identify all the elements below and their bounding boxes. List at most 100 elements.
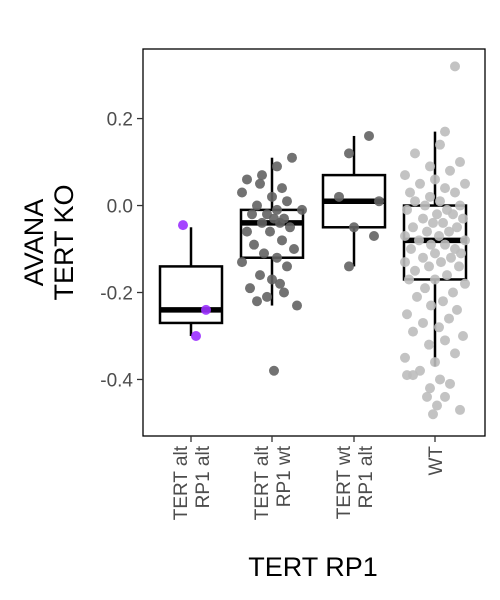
point-1-1: [178, 220, 188, 231]
point-4-17: [410, 196, 420, 207]
point-2-6: [277, 183, 287, 194]
point-4-25: [458, 213, 468, 224]
point-4-51: [404, 274, 414, 285]
point-2-22: [289, 244, 299, 255]
point-4-72: [408, 370, 418, 381]
x-tick-label-4-line-1: WT: [426, 446, 447, 476]
y-axis-title-line-2: TERT KO: [49, 184, 79, 300]
box-1: [158, 227, 224, 336]
point-2-10: [247, 209, 257, 220]
point-4-5: [455, 157, 465, 168]
point-4-33: [434, 230, 444, 241]
y-tick-label-1: 0.2: [107, 110, 133, 131]
y-tick-label-3: -0.2: [100, 284, 133, 305]
point-4-54: [448, 287, 458, 298]
point-4-3: [435, 139, 445, 150]
point-4-60: [444, 313, 454, 324]
point-4-74: [445, 378, 455, 389]
point-4-14: [450, 187, 460, 198]
point-4-58: [452, 304, 462, 315]
point-2-23: [259, 248, 269, 259]
x-tick-label-1-line-1: TERT alt: [171, 445, 192, 520]
point-4-39: [406, 244, 416, 255]
point-3-5: [349, 222, 359, 233]
point-4-9: [430, 174, 440, 185]
point-2-33: [252, 296, 262, 307]
point-3-1: [364, 130, 374, 141]
point-4-67: [450, 348, 460, 359]
box-1-iqr: [158, 265, 224, 325]
point-4-49: [442, 270, 452, 281]
point-4-73: [435, 374, 445, 385]
point-4-53: [420, 283, 430, 294]
point-2-34: [275, 278, 285, 289]
point-4-28: [408, 222, 418, 233]
point-4-64: [458, 330, 468, 341]
point-4-29: [452, 222, 462, 233]
point-4-15: [425, 191, 435, 202]
point-4-11: [415, 178, 425, 189]
point-4-37: [426, 239, 436, 250]
x-axis-title: TERT RP1: [248, 552, 378, 582]
y-tick-label-4: -0.4: [100, 370, 133, 391]
point-4-35: [414, 235, 424, 246]
plot-layer: [158, 61, 470, 420]
point-2-30: [279, 287, 289, 298]
y-axis-title: AVANA TERT KO: [19, 184, 79, 300]
point-3-2: [344, 148, 354, 159]
point-4-45: [436, 257, 446, 268]
point-4-42: [418, 252, 428, 263]
point-3-4: [374, 196, 384, 207]
point-1-3: [191, 330, 201, 341]
point-2-35: [297, 204, 307, 215]
x-tick-label-2-line-2: RP1 wt: [274, 445, 295, 507]
point-4-55: [412, 291, 422, 302]
point-4-57: [426, 300, 436, 311]
point-4-77: [440, 391, 450, 402]
x-tick-label-3-line-1: TERT wt: [334, 445, 355, 519]
point-4-80: [428, 409, 438, 420]
point-4-19: [420, 200, 430, 211]
point-4-26: [428, 217, 438, 228]
point-2-4: [272, 161, 282, 172]
point-2-20: [277, 235, 287, 246]
point-4-8: [400, 170, 410, 181]
point-2-2: [257, 170, 267, 181]
point-4-18: [455, 200, 465, 211]
point-2-24: [272, 252, 282, 263]
point-2-21: [249, 239, 259, 250]
point-4-69: [430, 357, 440, 368]
point-4-32: [400, 230, 410, 241]
point-4-10: [460, 178, 470, 189]
y-axis-title-line-1: AVANA: [19, 199, 49, 287]
point-4-61: [418, 317, 428, 328]
point-2-16: [275, 217, 285, 228]
point-4-63: [408, 326, 418, 337]
point-2-9: [282, 196, 292, 207]
point-2-28: [267, 274, 277, 285]
point-4-2: [440, 126, 450, 137]
point-4-50: [430, 274, 440, 285]
point-2-31: [262, 291, 272, 302]
x-tick-label-3-line-2: RP1 alt: [356, 445, 377, 508]
point-2-25: [237, 257, 247, 268]
point-2-11: [272, 204, 282, 215]
point-4-27: [438, 217, 448, 228]
point-4-16: [435, 196, 445, 207]
point-3-3: [334, 191, 344, 202]
point-2-27: [255, 270, 265, 281]
point-4-40: [430, 248, 440, 259]
y-tick-label-2: 0.0: [107, 197, 133, 218]
point-4-30: [422, 226, 432, 237]
point-4-36: [440, 239, 450, 250]
point-4-6: [425, 161, 435, 172]
point-4-62: [434, 322, 444, 333]
point-4-22: [432, 209, 442, 220]
point-2-1: [242, 174, 252, 185]
point-4-68: [400, 352, 410, 363]
point-2-29: [245, 283, 255, 294]
point-2-32: [292, 300, 302, 311]
point-4-47: [454, 261, 464, 272]
